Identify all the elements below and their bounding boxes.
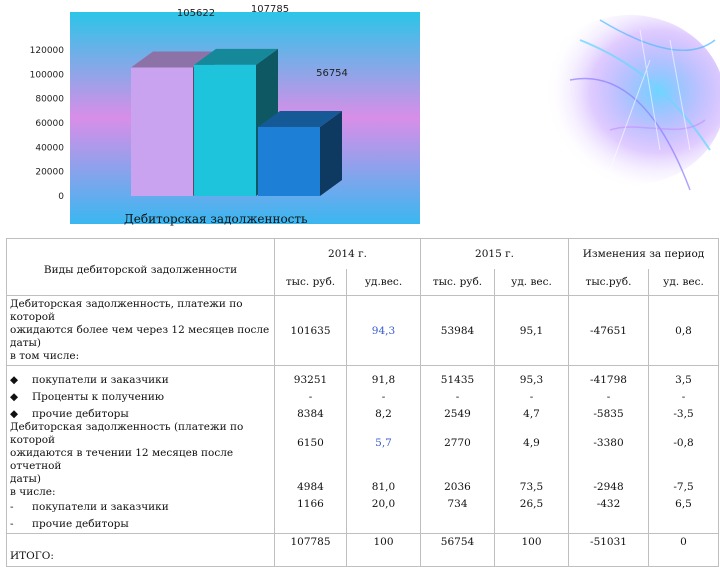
header-2014: 2014 г.: [274, 238, 421, 269]
table-row: ◆ покупатели и заказчики ◆ Проценты к полу…: [6, 365, 720, 534]
subheader: тыс. руб.: [420, 269, 495, 296]
subheader: уд.вес.: [346, 269, 421, 296]
row-label: ◆ покупатели и заказчики ◆ Проценты к полу…: [6, 365, 275, 534]
y-tick-label: 0: [58, 192, 64, 202]
cell: -47651: [568, 295, 649, 366]
cell: 0,8: [648, 295, 720, 366]
bar: [258, 110, 342, 196]
y-tick-label: 40000: [35, 143, 64, 153]
subheader: уд. вес.: [648, 269, 720, 296]
subheader: тыс.руб.: [568, 269, 649, 296]
cell: 100: [494, 533, 569, 567]
row-label: Дебиторская задолженность, платежи по ко…: [6, 295, 275, 366]
y-tick-label: 80000: [35, 95, 64, 105]
y-axis: 0 20000 40000 60000 80000 100000 120000: [30, 46, 65, 202]
bar-top: [258, 110, 342, 127]
cell-group: -41798 - -5835 -3380 -2948 -432: [568, 365, 649, 534]
bar-top: [194, 48, 278, 65]
dash-marker: -: [10, 518, 14, 530]
dash-marker: -: [10, 501, 14, 513]
header-2015: 2015 г.: [420, 238, 569, 269]
cell-group: 93251 - 8384 6150 4984 1166: [274, 365, 347, 534]
receivables-table: Виды дебиторской задолженности 2014 г. 2…: [6, 238, 720, 567]
table-row: ИТОГО: 107785 100 56754 100 -51031 0: [6, 533, 720, 567]
data-label: 107785: [251, 4, 289, 15]
cell-group: 51435 - 2549 2770 2036 734: [420, 365, 495, 534]
y-tick-label: 60000: [35, 119, 64, 129]
table-row: Дебиторская задолженность, платежи по ко…: [6, 295, 720, 366]
bullet-icon: ◆: [10, 391, 19, 403]
bars: [131, 48, 342, 197]
header-change: Изменения за период: [568, 238, 720, 269]
cell: 100: [346, 533, 421, 567]
bar-side: [320, 110, 342, 196]
header-row-2: тыс. руб. уд.вес. тыс. руб. уд. вес. тыс…: [7, 269, 720, 296]
y-tick-label: 120000: [30, 46, 65, 56]
cell-group: 95,3 - 4,7 4,9 73,5 26,5: [494, 365, 569, 534]
data-labels: 105622 107785 56754: [177, 4, 348, 79]
cell: 0: [648, 533, 720, 567]
bullet-icon: ◆: [10, 408, 19, 420]
header-types: Виды дебиторской задолженности: [6, 238, 275, 296]
cell: -51031: [568, 533, 649, 567]
bar-chart: 0 20000 40000 60000 80000 100000 120000 105622…: [30, 4, 420, 224]
bar-front: [258, 126, 320, 196]
header-row-1: Виды дебиторской задолженности 2014 г. 2…: [6, 238, 720, 296]
bullet-icon: ◆: [10, 374, 19, 386]
data-label: 56754: [316, 68, 348, 79]
row-label: ИТОГО:: [6, 533, 275, 567]
cell-group: 3,5 - -3,5 -0,8 -7,5 6,5: [648, 365, 720, 534]
bar-front: [131, 67, 193, 197]
bar-top: [131, 51, 215, 68]
y-tick-label: 20000: [35, 168, 64, 178]
cell: 94,3: [346, 295, 421, 366]
cell: 56754: [420, 533, 495, 567]
cell: 95,1: [494, 295, 569, 366]
data-label: 105622: [177, 8, 215, 19]
bar-front: [194, 64, 256, 197]
chart-title: Дебиторская задолженность: [124, 212, 308, 226]
decorative-swirl: [535, 15, 720, 191]
subheader: уд. вес.: [494, 269, 569, 296]
subheader: тыс. руб.: [274, 269, 347, 296]
y-tick-label: 100000: [30, 70, 65, 80]
cell-group: 91,8 - 8,2 5,7 81,0 20,0: [346, 365, 421, 534]
cell: 107785: [274, 533, 347, 567]
cell: 101635: [274, 295, 347, 366]
cell: 53984: [420, 295, 495, 366]
